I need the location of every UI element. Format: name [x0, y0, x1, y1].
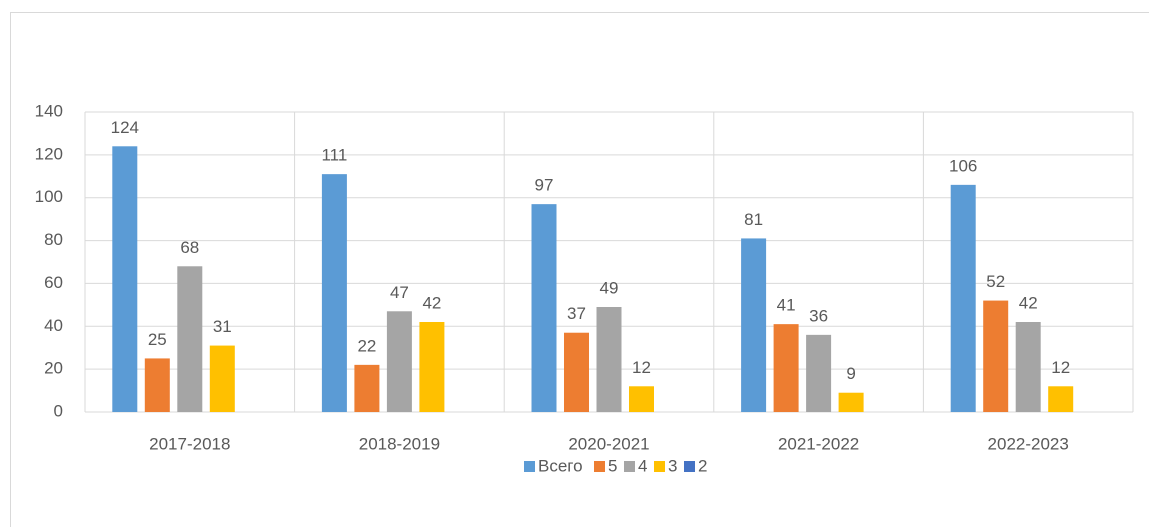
bar	[838, 392, 864, 412]
bar	[983, 300, 1009, 412]
y-tick-label: 120	[35, 144, 63, 163]
legend-swatch	[524, 461, 535, 472]
y-tick-label: 100	[35, 187, 63, 206]
bar	[112, 146, 138, 413]
data-label: 106	[949, 156, 977, 175]
bar	[419, 322, 445, 412]
bar	[177, 266, 203, 412]
legend-label: Всего	[538, 456, 583, 475]
y-tick-label: 60	[44, 273, 63, 292]
y-tick-label: 40	[44, 316, 63, 335]
data-label: 9	[846, 364, 855, 383]
data-label: 12	[1051, 358, 1070, 377]
data-label: 42	[422, 293, 441, 312]
bar	[629, 386, 654, 412]
data-label: 36	[809, 306, 828, 325]
x-tick-label: 2018-2019	[359, 434, 440, 453]
data-label: 111	[321, 146, 347, 165]
y-tick-label: 140	[35, 101, 63, 120]
bar	[354, 364, 380, 412]
bar	[596, 307, 622, 412]
data-label: 49	[600, 278, 619, 297]
bar	[209, 345, 235, 412]
legend-label: 3	[668, 456, 677, 475]
legend-label: 2	[698, 456, 707, 475]
bar	[1015, 322, 1041, 412]
data-label: 12	[632, 358, 651, 377]
legend-swatch	[684, 461, 695, 472]
y-tick-label: 80	[44, 230, 63, 249]
x-tick-label: 2020-2021	[568, 434, 649, 453]
data-label: 25	[148, 330, 167, 349]
bar	[144, 358, 170, 412]
data-label: 81	[744, 210, 763, 229]
data-label: 31	[213, 317, 232, 336]
bar	[950, 184, 976, 412]
bar	[531, 204, 557, 412]
x-tick-label: 2021-2022	[778, 434, 859, 453]
bar	[1048, 386, 1074, 412]
data-label: 42	[1019, 293, 1038, 312]
legend-label: 4	[638, 456, 647, 475]
legend-label: 5	[608, 456, 617, 475]
bar	[806, 334, 832, 412]
bar	[773, 324, 799, 412]
x-tick-label: 2017-2018	[149, 434, 230, 453]
data-label: 124	[111, 118, 139, 137]
x-tick-label: 2022-2023	[988, 434, 1069, 453]
bar	[564, 332, 589, 412]
y-tick-label: 0	[54, 401, 63, 420]
data-label: 41	[777, 296, 796, 315]
data-label: 68	[180, 238, 199, 257]
data-label: 37	[567, 304, 586, 323]
y-tick-label: 20	[44, 359, 63, 378]
data-label: 22	[357, 336, 376, 355]
data-label: 97	[535, 176, 554, 195]
legend-swatch	[594, 461, 605, 472]
bar	[741, 238, 767, 412]
data-label: 52	[986, 272, 1005, 291]
data-label: 47	[390, 283, 409, 302]
legend-swatch	[654, 461, 665, 472]
bar	[321, 174, 347, 412]
bar	[386, 311, 412, 412]
legend-swatch	[624, 461, 635, 472]
